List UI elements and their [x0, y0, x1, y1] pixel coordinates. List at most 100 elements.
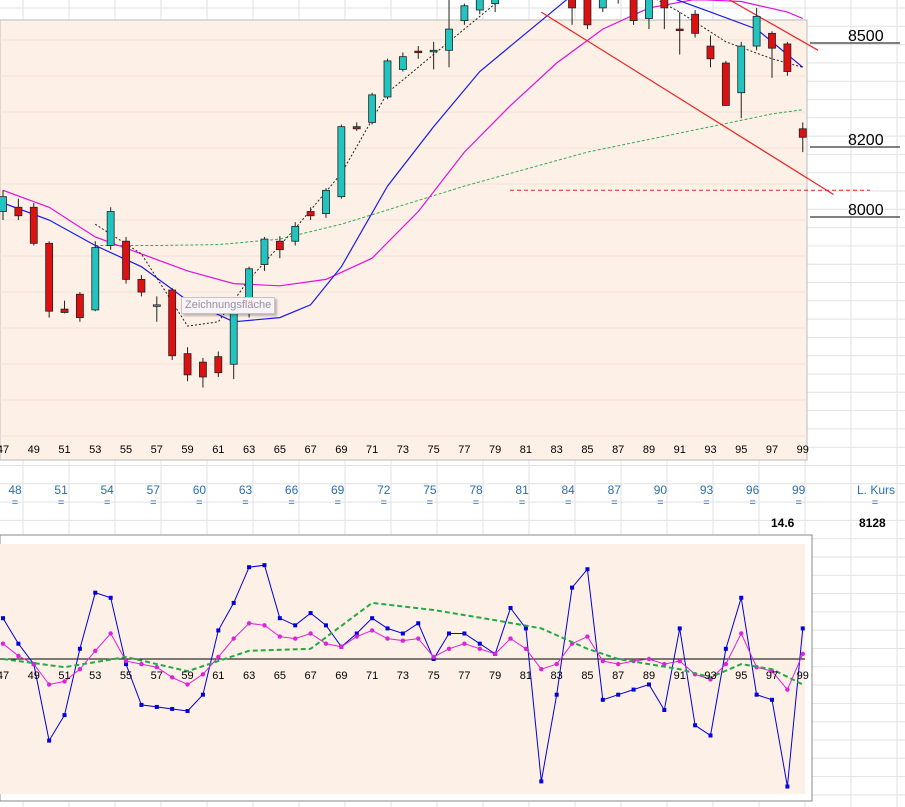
x-tick-label: 73 — [397, 444, 409, 456]
oscillator-point — [400, 631, 405, 636]
candle-body — [691, 13, 699, 34]
oscillator-point — [339, 644, 344, 649]
x-tick-label: 87 — [612, 670, 624, 682]
candle-body — [368, 94, 377, 123]
oscillator-point — [585, 567, 590, 572]
oscillator-point — [200, 672, 206, 677]
stat-value-right: 8128 — [859, 516, 886, 530]
oscillator-plot-area — [0, 544, 805, 794]
oscillator-point — [354, 631, 359, 636]
table-column-header: 66 — [284, 483, 299, 497]
oscillator-point — [477, 646, 482, 651]
x-tick-label: 97 — [766, 444, 778, 456]
candle-body — [352, 126, 361, 130]
oscillator-point — [708, 677, 713, 682]
table-equals-cell: = — [611, 497, 618, 509]
oscillator-point — [108, 631, 113, 636]
oscillator-point — [523, 646, 529, 651]
x-tick-label: 49 — [28, 444, 40, 456]
x-tick-label: 65 — [274, 444, 286, 456]
oscillator-point — [308, 611, 313, 616]
oscillator-point — [16, 641, 21, 646]
table-equals-cell: = — [795, 497, 802, 509]
oscillator-point — [662, 708, 667, 712]
candle-body — [721, 62, 730, 106]
candle-body — [737, 45, 746, 94]
x-tick-label: 85 — [581, 444, 593, 456]
price-level-label: 8200 — [848, 132, 884, 149]
oscillator-point — [739, 631, 744, 636]
oscillator-point — [46, 682, 52, 687]
candle-body — [45, 242, 54, 312]
oscillator-point — [247, 565, 252, 570]
candle-body — [752, 15, 761, 47]
candle-body — [429, 49, 438, 53]
table-equals-cell: = — [242, 497, 249, 509]
oscillator-point — [154, 664, 159, 670]
x-tick-label: 77 — [458, 444, 470, 456]
candle-body — [460, 5, 469, 22]
candle-body — [199, 361, 207, 378]
x-tick-label: 93 — [704, 444, 716, 456]
oscillator-point — [554, 661, 559, 667]
oscillator-point — [277, 634, 283, 639]
oscillator-point — [431, 654, 436, 660]
x-tick-label: 61 — [212, 670, 224, 682]
candle-body — [768, 32, 776, 49]
oscillator-point — [462, 641, 467, 646]
oscillator-point — [723, 661, 729, 667]
oscillator-point — [800, 626, 805, 631]
oscillator-point — [200, 692, 205, 697]
oscillator-point — [508, 606, 513, 610]
candle-body — [475, 0, 484, 11]
table-column-header: 69 — [331, 483, 345, 497]
candle-body — [260, 238, 269, 265]
candle-body — [337, 126, 346, 198]
x-tick-label: 55 — [120, 670, 132, 682]
table-equals-cell: = — [103, 497, 111, 509]
x-tick-label: 53 — [89, 444, 101, 456]
candle-body — [706, 45, 715, 60]
oscillator-point — [785, 784, 790, 789]
candle-body — [629, 0, 638, 22]
oscillator-point — [123, 658, 129, 664]
x-tick-label: 91 — [674, 444, 686, 456]
oscillator-point — [93, 590, 98, 595]
oscillator-point — [169, 675, 175, 680]
table-equals-cell: = — [657, 497, 664, 509]
x-tick-label: 69 — [335, 670, 347, 682]
last-price-header: L. Kurs — [856, 483, 895, 497]
x-tick-label: 67 — [304, 444, 316, 456]
oscillator-point — [246, 621, 252, 626]
oscillator-point — [631, 687, 636, 692]
x-tick-label: 61 — [212, 444, 224, 456]
table-equals-cell: = — [334, 497, 341, 509]
x-tick-label: 71 — [366, 670, 378, 682]
table-column-header: 48 — [8, 483, 22, 497]
table-column-header: 72 — [377, 483, 391, 497]
x-tick-label: 69 — [335, 444, 347, 456]
candle-body — [60, 308, 69, 313]
x-tick-label: 83 — [551, 444, 563, 456]
oscillator-point — [108, 595, 113, 600]
oscillator-point — [62, 679, 67, 684]
x-tick-label: 59 — [181, 444, 193, 456]
oscillator-point — [308, 631, 313, 636]
oscillator-point — [231, 636, 236, 641]
x-tick-label: 51 — [58, 444, 70, 456]
oscillator-point — [492, 651, 498, 657]
candle-body — [491, 0, 500, 5]
oscillator-point — [262, 563, 267, 568]
x-tick-label: 73 — [397, 670, 409, 682]
oscillator-point — [585, 634, 590, 639]
oscillator-point — [62, 713, 67, 718]
oscillator-point — [77, 646, 82, 651]
x-tick-label: 59 — [181, 670, 193, 682]
x-tick-label: 47 — [0, 670, 9, 682]
table-equals-cell: = — [426, 497, 434, 509]
oscillator-point — [708, 733, 713, 738]
x-tick-label: 51 — [58, 670, 70, 682]
oscillator-point — [277, 616, 282, 621]
x-tick-label: 81 — [520, 670, 532, 682]
moving-average-blue — [2, 0, 804, 323]
